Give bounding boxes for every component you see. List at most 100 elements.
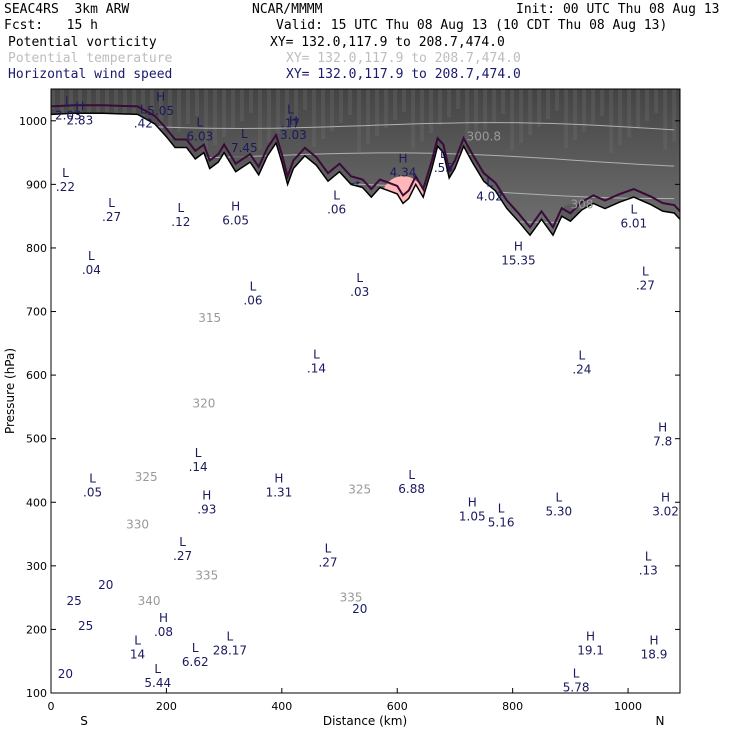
extremum-type: H: [586, 630, 595, 644]
wind-arrowhead: [687, 563, 690, 566]
extremum-value: 1.31: [266, 485, 293, 499]
jet-shade-streak: [186, 89, 191, 124]
pv-extremum: L.27: [102, 196, 121, 224]
org-label: NCAR/MMMM: [252, 2, 323, 17]
extremum-value: 5.44: [144, 676, 171, 690]
wind-arrowhead: [690, 629, 693, 632]
jet-shade-streak: [339, 89, 344, 123]
jet-shade-streak: [501, 89, 506, 114]
wind-arrowhead: [680, 278, 683, 281]
pv-extremum: H2.83: [66, 99, 93, 127]
jet-shade-streak: [213, 89, 218, 145]
theta-label: 325: [348, 483, 371, 497]
y-tick-label: 200: [26, 623, 47, 636]
jet-shade-streak: [330, 89, 335, 131]
extremum-type: H: [468, 496, 477, 510]
theta-label: 340: [138, 594, 161, 608]
extremum-value: 6.05: [222, 213, 249, 227]
extremum-value: .27: [173, 549, 192, 563]
pv2-surface-contour: [51, 104, 680, 230]
jet-shade-streak: [402, 89, 407, 112]
jet-shade-streak: [375, 89, 380, 136]
pv-extremum: L2.03: [55, 94, 82, 122]
x-tick-label: 600: [387, 700, 408, 713]
pv-extremum: H19.1: [577, 630, 604, 658]
jet-shade-streak: [456, 89, 461, 109]
jet-shade-streak: [285, 89, 290, 126]
wind-arrowhead: [681, 501, 684, 504]
x-tick-label: 400: [271, 700, 292, 713]
extremum-type: L: [408, 468, 415, 482]
jet-shade-streak: [168, 89, 173, 140]
pv-extremum: H3.02: [652, 490, 679, 518]
pv-extremum: L4.02: [476, 176, 503, 204]
extremum-type: H: [661, 490, 670, 504]
forecast-hour: Fcst: 15 h: [4, 18, 98, 33]
jet-shade-streak: [123, 89, 128, 135]
extremum-type: H: [156, 90, 165, 104]
jet-shade-streak: [564, 89, 569, 148]
jet-shade-streak: [366, 89, 371, 144]
pv-extremum: L28.17: [213, 630, 247, 658]
jet-shade-streak: [132, 89, 137, 127]
theta-label: 335: [195, 568, 218, 582]
y-tick-label: 400: [26, 496, 47, 509]
jet-shade-streak: [294, 89, 299, 118]
y-tick-label: 100: [26, 687, 47, 700]
pv-extremum: H15.35: [501, 239, 535, 267]
jet-shade-streak: [600, 89, 605, 116]
extremum-type: H: [514, 239, 523, 253]
theta-label: 330: [126, 518, 149, 532]
pv-extremum: L.24: [572, 349, 591, 377]
pv-extremum: L.55: [434, 147, 453, 175]
extremum-value: .27: [318, 555, 337, 569]
extremum-value: 3.03: [280, 128, 307, 142]
pv-extremum: L.06: [243, 279, 262, 307]
jet-shade-streak: [474, 89, 479, 138]
pv-extremum: H.08: [154, 611, 173, 639]
jet-shade-streak: [240, 89, 245, 121]
pv-extremum: L.22: [56, 166, 75, 194]
jet-shade-streak: [96, 89, 101, 114]
extremum-type: L: [140, 103, 147, 117]
jet-shade-streak: [312, 89, 317, 147]
extremum-type: H: [658, 421, 667, 435]
pv-extremum: L.27: [636, 265, 655, 293]
extremum-value: .14: [189, 460, 208, 474]
jet-shade-streak: [618, 89, 623, 145]
extremum-value: 3.02: [652, 504, 679, 518]
pv-extremum: L.04: [82, 249, 101, 277]
terrain-line: [51, 112, 680, 237]
extremum-value: .04: [82, 263, 101, 277]
extremum-type: L: [645, 550, 652, 564]
x-tick-label: 0: [48, 700, 55, 713]
pv-extremum: L5.30: [545, 490, 572, 518]
init-label: Init: 00 UTC Thu 08 Aug 13: [516, 2, 720, 17]
extremum-value: .12: [171, 215, 190, 229]
extremum-value: 5.78: [563, 681, 590, 695]
jet-shade-streak: [429, 89, 434, 133]
extremum-type: H: [231, 199, 240, 213]
theta-label: 300.8: [467, 130, 501, 144]
y-tick-label: 900: [26, 178, 47, 191]
plot-frame: [50, 88, 681, 694]
jet-shade-streak: [204, 89, 209, 153]
y-tick-label: 800: [26, 242, 47, 255]
theta-label: 308: [570, 198, 593, 212]
extremum-value: .06: [327, 202, 346, 216]
extremum-value: 6.01: [620, 216, 647, 230]
extremum-type: L: [88, 249, 95, 263]
extremum-type: L: [227, 630, 234, 644]
pv-extremum: L.27: [173, 535, 192, 563]
jet-shade-streak: [357, 89, 362, 152]
jet-shade-streak: [177, 89, 182, 132]
wind-arrowhead: [682, 310, 685, 313]
jet-shade-streak: [555, 89, 560, 111]
extremum-type: L: [154, 662, 161, 676]
extremum-value: 4.34: [390, 166, 417, 180]
theta-label: 315: [198, 311, 221, 325]
pv-extremum: L.17: [281, 103, 300, 131]
extremum-value: 5.05: [147, 104, 174, 118]
jet-shade-streak: [222, 89, 227, 137]
extremum-type: L: [498, 501, 505, 515]
